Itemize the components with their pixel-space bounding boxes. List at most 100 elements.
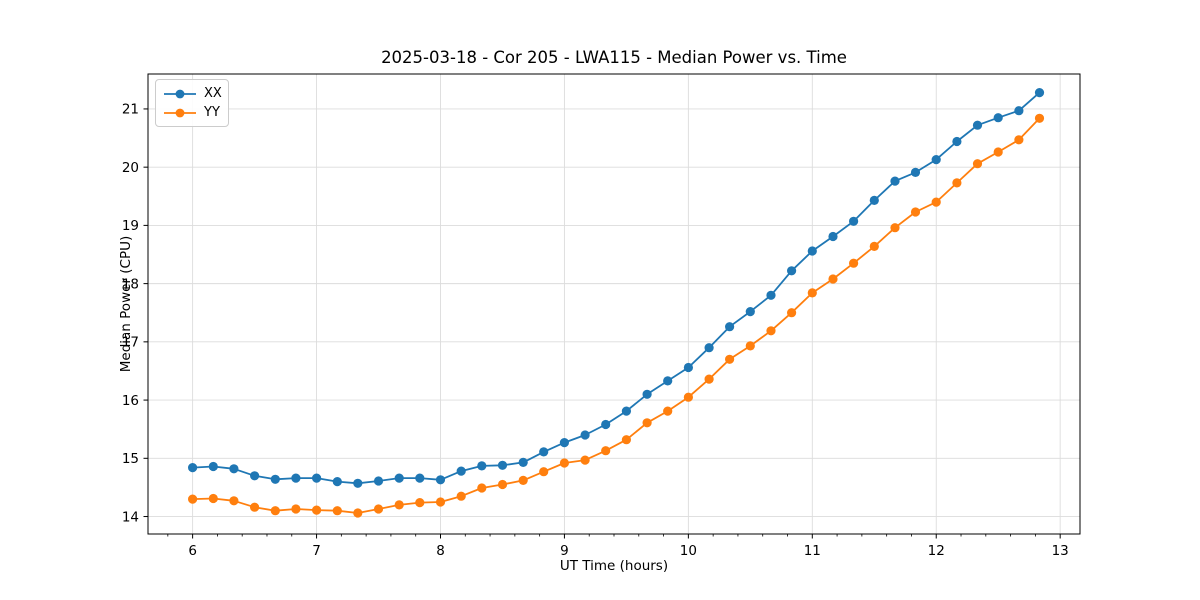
data-point-yy (869, 241, 879, 251)
data-point-yy (683, 392, 694, 402)
y-tick-label: 17 (122, 335, 139, 351)
x-tick-label: 6 (188, 543, 197, 559)
data-point-yy (993, 147, 1003, 157)
x-axis-label: UT Time (hours) (559, 558, 669, 574)
data-point-xx (394, 473, 404, 483)
data-point-xx (869, 195, 879, 205)
data-point-yy (1014, 135, 1024, 145)
data-point-yy (766, 326, 776, 336)
data-point-yy (291, 504, 301, 514)
y-tick-label: 14 (122, 509, 139, 525)
data-point-xx (373, 476, 384, 486)
data-point-xx (208, 461, 218, 472)
x-tick-label: 10 (680, 543, 697, 559)
data-point-xx (931, 155, 941, 165)
data-point-xx (435, 475, 446, 485)
data-point-yy (952, 178, 962, 188)
data-point-xx (229, 464, 239, 474)
data-point-xx (518, 457, 528, 467)
data-point-yy (745, 341, 755, 351)
x-tick-label: 9 (560, 543, 569, 559)
data-point-yy (1034, 113, 1045, 123)
data-point-xx (601, 419, 611, 430)
data-point-xx (725, 322, 735, 332)
data-point-yy (332, 506, 342, 516)
data-point-yy (787, 308, 797, 318)
x-tick-label: 12 (928, 543, 945, 559)
data-point-yy (497, 479, 508, 490)
data-point-xx (188, 463, 198, 473)
data-point-yy (250, 502, 260, 512)
x-tick-label: 11 (804, 543, 821, 559)
data-point-yy (972, 159, 983, 169)
data-point-yy (539, 467, 549, 477)
y-tick-label: 16 (122, 393, 139, 409)
data-point-xx (910, 167, 921, 177)
data-point-xx (250, 471, 260, 481)
yy-line-marker-icon (164, 108, 196, 117)
data-point-yy (663, 406, 673, 416)
data-point-xx (993, 113, 1003, 123)
data-point-yy (415, 498, 425, 508)
data-point-xx (270, 474, 280, 484)
data-point-xx (1034, 88, 1045, 98)
y-tick-label: 20 (122, 160, 139, 176)
axes-frame (147, 73, 1081, 535)
data-point-xx (291, 473, 301, 483)
data-point-xx (312, 473, 322, 483)
data-point-xx (580, 430, 590, 440)
data-point-xx (663, 376, 673, 386)
x-tick-label: 13 (1052, 543, 1069, 559)
data-point-xx (332, 477, 342, 487)
data-point-xx (766, 290, 776, 300)
data-point-yy (208, 493, 218, 504)
data-point-yy (642, 418, 652, 428)
data-point-yy (621, 435, 632, 445)
data-point-xx (849, 216, 859, 226)
data-point-yy (394, 500, 404, 510)
data-point-yy (518, 475, 528, 485)
data-point-xx (890, 176, 900, 186)
data-point-xx (621, 406, 632, 416)
xx-line-marker-icon (164, 89, 196, 98)
data-point-xx (353, 478, 363, 488)
data-point-xx (972, 120, 983, 130)
data-point-xx (952, 136, 962, 147)
data-point-yy (456, 491, 466, 501)
legend-label-xx: XX (204, 86, 222, 101)
data-point-yy (601, 446, 611, 456)
data-point-yy (580, 455, 590, 465)
data-point-xx (539, 447, 549, 457)
data-point-xx (415, 473, 425, 483)
data-point-xx (704, 343, 714, 353)
y-tick-label: 15 (122, 451, 139, 467)
data-point-yy (477, 483, 487, 493)
data-point-xx (456, 466, 466, 476)
data-point-yy (312, 505, 322, 515)
data-point-yy (559, 458, 570, 468)
data-point-xx (497, 460, 508, 470)
data-point-yy (725, 354, 735, 364)
data-point-yy (435, 497, 446, 507)
series-line-xx (192, 91, 1041, 485)
x-tick-label: 8 (436, 543, 445, 559)
legend-label-yy: YY (204, 105, 220, 120)
data-point-yy (188, 494, 198, 504)
data-point-yy (704, 374, 714, 384)
data-point-yy (270, 506, 280, 516)
data-point-yy (807, 288, 817, 298)
y-tick-label: 21 (122, 102, 139, 118)
data-point-yy (373, 504, 384, 514)
data-point-xx (745, 307, 755, 317)
y-tick-label: 19 (122, 218, 139, 234)
series-line-yy (192, 117, 1041, 514)
chart-title: 2025-03-18 - Cor 205 - LWA115 - Median P… (381, 48, 847, 67)
data-point-xx (477, 461, 487, 471)
data-point-xx (559, 438, 570, 448)
data-point-xx (642, 389, 652, 399)
data-point-xx (807, 246, 817, 256)
data-point-xx (787, 266, 797, 276)
x-tick-label: 7 (312, 543, 321, 559)
